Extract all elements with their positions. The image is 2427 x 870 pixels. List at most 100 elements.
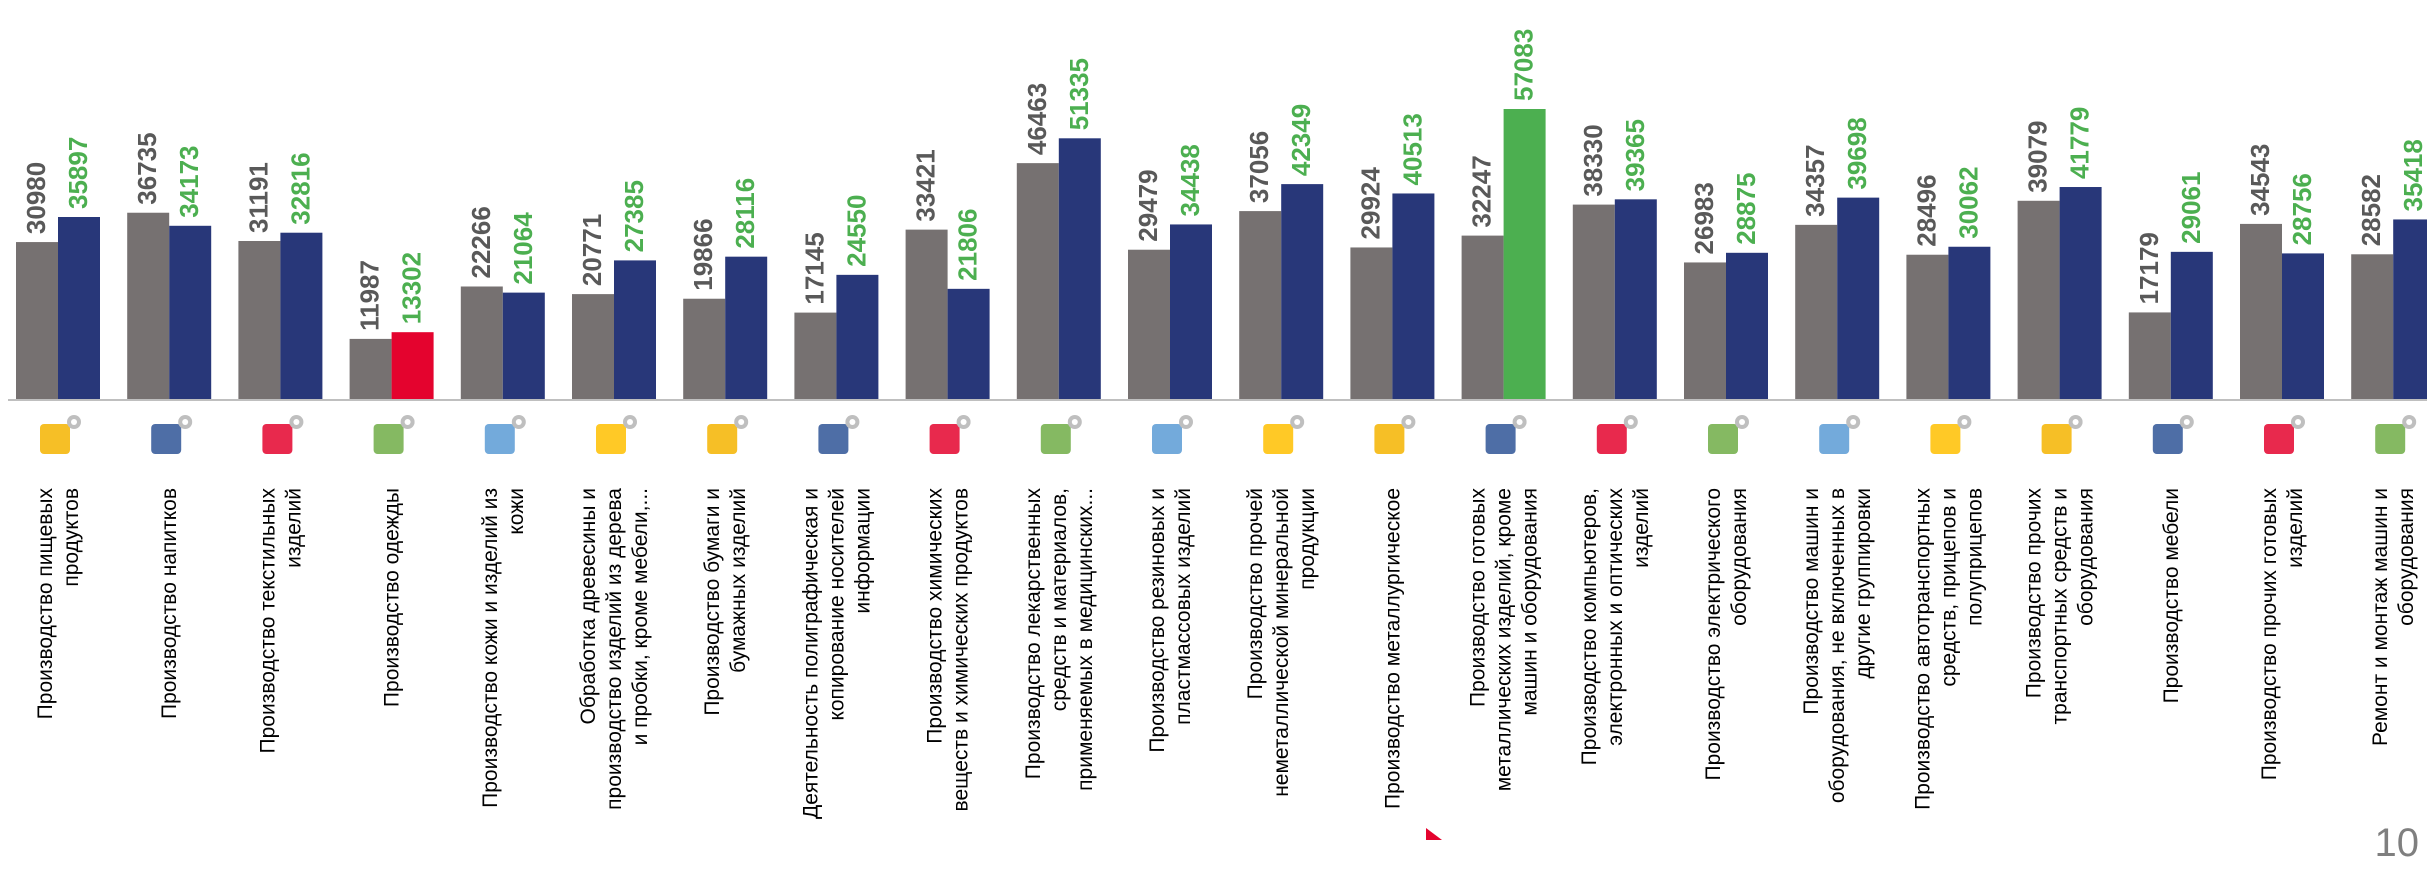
- value-label-curr-10: 34438: [1175, 144, 1205, 216]
- chemistry-icon: [929, 415, 971, 454]
- bar-prev-17: [1906, 254, 1949, 400]
- value-labels-layer: 30980 35897 36735 34173 31191 32816 11987 13302…: [21, 29, 2427, 331]
- value-label-prev-8: 33421: [911, 149, 941, 221]
- furniture-icon: [2152, 415, 2194, 454]
- value-label-prev-10: 29479: [1133, 169, 1163, 241]
- value-label-curr-20: 28756: [2287, 173, 2317, 245]
- bar-prev-7: [794, 312, 837, 400]
- category-label-7: Деятельность полиграфическая и копировани…: [799, 488, 874, 819]
- bar-curr-13: [1503, 109, 1546, 400]
- value-label-curr-6: 28116: [730, 178, 760, 249]
- value-label-curr-15: 28875: [1731, 172, 1761, 244]
- category-label-3: Производство одежды: [381, 488, 404, 707]
- category-label-4: Производство кожи и изделий из кожи: [479, 488, 528, 808]
- value-label-prev-18: 39079: [2023, 120, 2053, 192]
- category-label-2: Производство текстильных изделий: [256, 488, 305, 754]
- value-label-curr-11: 42349: [1286, 104, 1316, 176]
- clothing-icon: [373, 415, 415, 454]
- category-label-10: Производство резиновых и пластмассовых из…: [1146, 488, 1195, 753]
- category-label-1: Производство напитков: [158, 488, 181, 719]
- rubber-boot-icon: [1152, 415, 1193, 454]
- electric-drill-icon: [1708, 415, 1749, 454]
- red-triangle-marker: [1426, 828, 1442, 840]
- value-label-curr-2: 32816: [285, 152, 315, 224]
- category-label-9: Производство лекарственных средств и мате…: [1022, 488, 1097, 791]
- value-label-curr-0: 35897: [63, 137, 93, 209]
- category-label-0: Производство пищевых продуктов: [34, 488, 83, 720]
- bar-prev-11: [1239, 211, 1282, 400]
- bar-curr-3: [391, 332, 434, 400]
- value-label-prev-16: 34357: [1800, 145, 1830, 217]
- value-label-prev-4: 22266: [466, 206, 496, 278]
- value-label-curr-16: 39698: [1842, 117, 1872, 189]
- value-label-prev-5: 20771: [577, 214, 607, 286]
- bar-curr-15: [1726, 252, 1768, 400]
- bar-curr-17: [1948, 246, 1991, 400]
- glass-icon: [1263, 415, 1305, 454]
- bar-curr-5: [614, 260, 656, 400]
- value-label-curr-13: 57083: [1509, 29, 1539, 101]
- metallurgy-icon: [1374, 415, 1416, 454]
- value-label-curr-5: 27385: [619, 180, 649, 252]
- bar-curr-8: [947, 288, 990, 400]
- value-label-prev-13: 32247: [1467, 155, 1497, 227]
- bar-prev-19: [2128, 312, 2171, 400]
- bar-curr-9: [1058, 138, 1101, 401]
- ice-cream-icon: [40, 415, 81, 454]
- bottle-icon: [151, 415, 193, 454]
- value-label-curr-4: 21064: [508, 212, 538, 285]
- value-label-prev-7: 17145: [799, 232, 829, 304]
- computer-icon: [1596, 415, 1638, 454]
- bar-prev-13: [1461, 235, 1504, 400]
- pharmacy-icon: [1040, 415, 1082, 454]
- value-label-prev-19: 17179: [2134, 232, 2164, 304]
- bar-prev-8: [905, 229, 948, 400]
- bar-curr-4: [502, 292, 545, 400]
- value-label-prev-14: 38330: [1578, 124, 1608, 196]
- value-label-prev-17: 28496: [1911, 174, 1941, 246]
- wood-icon: [596, 415, 637, 454]
- bar-prev-0: [16, 242, 58, 400]
- tools-icon: [2264, 415, 2305, 454]
- bar-prev-20: [2240, 223, 2282, 400]
- bar-curr-20: [2282, 253, 2324, 400]
- category-label-18: Производство прочих транспортных средств …: [2023, 488, 2098, 725]
- category-label-6: Производство бумаги и бумажных изделий: [701, 488, 750, 716]
- page-number: 10: [2374, 821, 2420, 865]
- category-label-19: Производство мебели: [2160, 488, 2183, 703]
- bar-prev-18: [2017, 200, 2060, 400]
- bar-curr-16: [1837, 197, 1880, 400]
- bar-curr-12: [1392, 193, 1435, 400]
- bar-prev-5: [572, 294, 614, 400]
- bar-curr-21: [2393, 219, 2427, 400]
- printing-icon: [818, 415, 860, 454]
- bar-prev-15: [1684, 262, 1726, 400]
- bars-layer: [16, 109, 2427, 401]
- value-label-prev-21: 28582: [2356, 174, 2386, 246]
- value-label-curr-1: 34173: [174, 145, 204, 217]
- value-label-curr-19: 29061: [2176, 172, 2206, 244]
- bar-curr-2: [280, 232, 323, 400]
- value-label-prev-12: 29924: [1355, 167, 1385, 240]
- bar-prev-3: [349, 338, 392, 400]
- value-label-prev-3: 11987: [355, 260, 385, 331]
- category-label-17: Производство автотранспортных средств, пр…: [1911, 488, 1986, 810]
- bar-prev-6: [683, 298, 726, 400]
- category-label-14: Производство компьютеров, электронных и о…: [1578, 488, 1653, 766]
- bar-prev-2: [238, 240, 281, 400]
- value-label-curr-21: 35418: [2398, 139, 2427, 211]
- gear-icon: [1485, 415, 1527, 454]
- value-label-prev-20: 34543: [2245, 144, 2275, 216]
- bar-prev-9: [1016, 163, 1059, 400]
- textile-icon: [262, 415, 304, 454]
- category-label-5: Обработка древесины и производство издели…: [577, 488, 652, 810]
- bar-curr-0: [58, 217, 100, 400]
- category-label-15: Производство электрического оборудования: [1702, 488, 1751, 781]
- value-label-curr-8: 21806: [953, 209, 983, 281]
- value-label-curr-3: 13302: [397, 252, 427, 324]
- bar-prev-4: [460, 286, 503, 400]
- bar-curr-6: [725, 256, 768, 400]
- category-label-8: Производство химических веществ и химичес…: [924, 488, 973, 812]
- value-label-prev-15: 26983: [1689, 182, 1719, 254]
